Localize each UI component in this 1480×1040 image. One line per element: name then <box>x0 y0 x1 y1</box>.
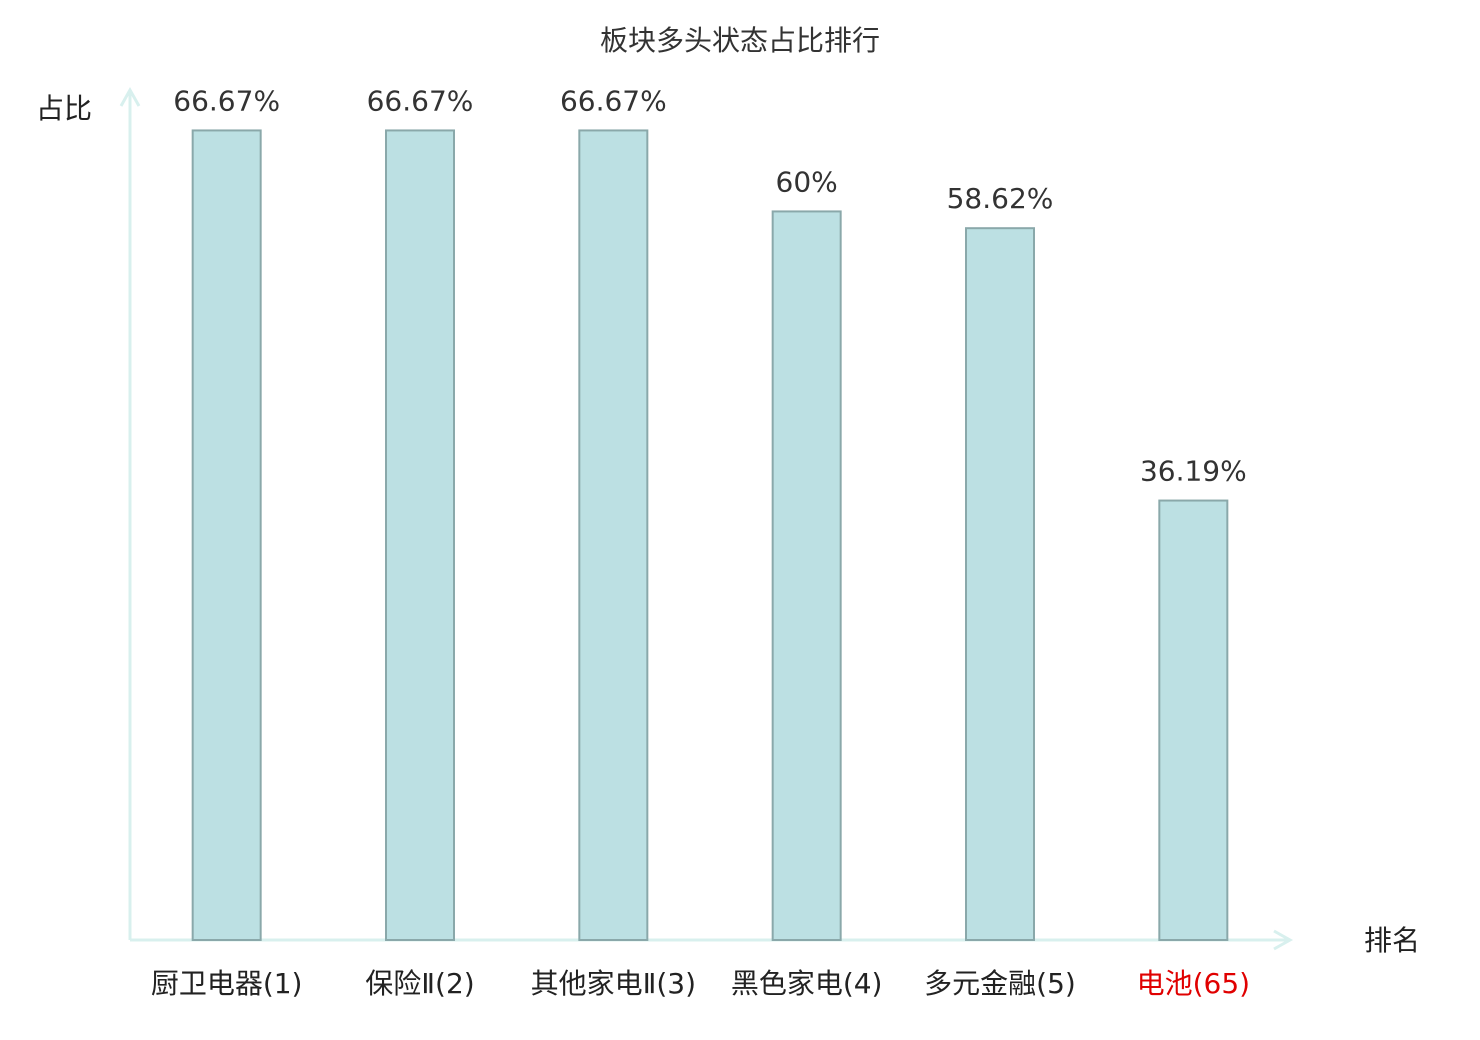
bar <box>385 129 455 941</box>
value-label: 60% <box>776 165 838 198</box>
value-label: 66.67% <box>367 84 474 117</box>
value-label: 66.67% <box>560 84 667 117</box>
x-tick-label: 电池(65) <box>1136 967 1251 1000</box>
x-axis-label: 排名 <box>1364 924 1420 957</box>
x-tick-label: 其他家电Ⅱ(3) <box>530 967 697 1000</box>
bar <box>1158 499 1229 941</box>
y-axis-arrow <box>119 86 141 107</box>
bar <box>578 129 649 941</box>
value-label: 58.62% <box>947 182 1054 215</box>
x-tick-label: 多元金融(5) <box>924 967 1076 1000</box>
x-tick-label: 黑色家电(4) <box>730 967 883 1000</box>
value-label: 66.67% <box>173 84 280 117</box>
x-tick-label: 厨卫电器(1) <box>150 967 303 1000</box>
bar <box>965 227 1035 941</box>
chart-title: 板块多头状态占比排行 <box>600 24 880 57</box>
y-axis-label: 占比 <box>36 92 92 125</box>
value-label: 36.19% <box>1140 455 1247 488</box>
bar <box>191 129 262 941</box>
x-axis-arrow <box>1273 929 1294 951</box>
bar <box>771 210 842 941</box>
x-tick-label: 保险Ⅱ(2) <box>365 967 475 1000</box>
